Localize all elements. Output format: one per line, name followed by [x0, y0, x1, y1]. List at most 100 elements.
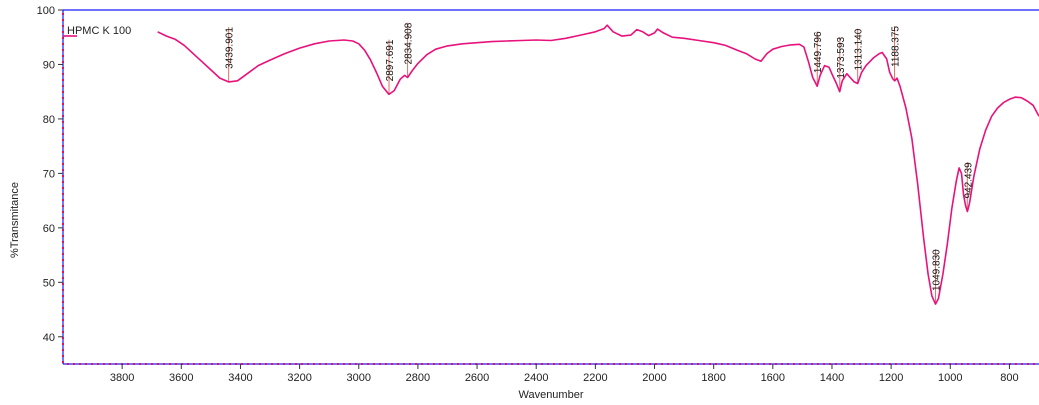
x-axis-dot [1021, 363, 1023, 365]
x-axis-dot [127, 363, 129, 365]
y-axis-dot [62, 109, 64, 111]
x-axis-dot [163, 363, 165, 365]
x-axis-dot [997, 363, 999, 365]
x-axis-dot [769, 363, 771, 365]
y-axis-dot [62, 331, 64, 333]
x-axis-dot [1027, 363, 1029, 365]
x-axis-dot [709, 363, 711, 365]
y-axis-dot [62, 175, 64, 177]
x-axis-dot [559, 363, 561, 365]
x-axis-dot [637, 363, 639, 365]
y-axis-dot [62, 187, 64, 189]
x-axis-dot [499, 363, 501, 365]
x-axis-dot [325, 363, 327, 365]
y-axis-dot [62, 283, 64, 285]
x-axis-dot [169, 363, 171, 365]
x-axis-dot [373, 363, 375, 365]
x-axis-dot [85, 363, 87, 365]
y-axis-dot [62, 241, 64, 243]
y-axis-dot [62, 361, 64, 363]
x-axis-dot [187, 363, 189, 365]
y-axis-dot [62, 73, 64, 75]
y-axis-dot [62, 157, 64, 159]
x-axis-dot [907, 363, 909, 365]
x-tick-label: 1600 [761, 372, 785, 384]
x-axis-dot [385, 363, 387, 365]
x-axis-dot [883, 363, 885, 365]
y-axis-dot [62, 247, 64, 249]
x-axis-dot [775, 363, 777, 365]
x-axis-dot [1003, 363, 1005, 365]
x-axis-dot [781, 363, 783, 365]
x-axis-dot [403, 363, 405, 365]
y-axis-dot [62, 193, 64, 195]
y-axis-dot [62, 355, 64, 357]
x-axis-dot [91, 363, 93, 365]
x-tick-label: 1400 [820, 372, 844, 384]
y-axis-dot [62, 49, 64, 51]
x-tick-label: 800 [1000, 372, 1018, 384]
x-axis-dot [217, 363, 219, 365]
peak-label: 1313.140 [854, 28, 865, 70]
peak-markers: 3439.901 2897.691 2834.908 1449.796 1373.593… [225, 22, 974, 305]
x-axis-dot [697, 363, 699, 365]
x-axis-dot [547, 363, 549, 365]
x-axis-dot [565, 363, 567, 365]
x-tick-label: 3800 [110, 372, 134, 384]
y-axis-dot [62, 133, 64, 135]
x-axis-dot [529, 363, 531, 365]
x-axis-dot [691, 363, 693, 365]
x-axis-label: Wavenumber [518, 389, 583, 401]
x-axis-dot [235, 363, 237, 365]
x-axis-dot [889, 363, 891, 365]
y-axis-dot [62, 139, 64, 141]
x-axis-dot [397, 363, 399, 365]
x-axis-dot [481, 363, 483, 365]
x-axis-dot [133, 363, 135, 365]
x-axis-dot [475, 363, 477, 365]
x-axis-dot [379, 363, 381, 365]
x-tick-label: 2800 [406, 372, 430, 384]
x-axis-dot [229, 363, 231, 365]
y-axis-dot [62, 295, 64, 297]
y-axis-dot [62, 115, 64, 117]
x-axis-dot [391, 363, 393, 365]
x-axis-dot [871, 363, 873, 365]
y-axis-dot [62, 349, 64, 351]
y-axis-dot [62, 319, 64, 321]
x-axis-dot [73, 363, 75, 365]
y-axis-dot [62, 43, 64, 45]
x-axis-dot [319, 363, 321, 365]
x-axis-dot [847, 363, 849, 365]
x-axis-dot [421, 363, 423, 365]
x-axis-dot [607, 363, 609, 365]
x-axis-dot [733, 363, 735, 365]
x-axis-dot [181, 363, 183, 365]
x-axis-dot [865, 363, 867, 365]
x-axis-dot [757, 363, 759, 365]
x-axis-dot [313, 363, 315, 365]
x-axis-dot [619, 363, 621, 365]
x-axis-dot [283, 363, 285, 365]
x-axis-dot [247, 363, 249, 365]
y-axis-dot [62, 301, 64, 303]
x-axis-dot [823, 363, 825, 365]
x-axis-dot [259, 363, 261, 365]
x-axis-dot [145, 363, 147, 365]
x-axis-dot [979, 363, 981, 365]
x-axis-dot [205, 363, 207, 365]
x-axis-dot [223, 363, 225, 365]
y-tick-label: 100 [37, 5, 55, 17]
x-axis-dot [439, 363, 441, 365]
x-axis-dot [667, 363, 669, 365]
y-axis-dot [62, 37, 64, 39]
x-axis-dot [139, 363, 141, 365]
x-axis-dot [919, 363, 921, 365]
x-axis-dot [469, 363, 471, 365]
peak-label: 3439.901 [225, 27, 236, 69]
peak-label: 1188.375 [891, 26, 902, 67]
peak-label: 942.439 [963, 162, 974, 199]
axis-ticks: 3800 3600 3400 3200 3000 2800 2600 2400 2200 2000… [37, 5, 1019, 384]
x-tick-label: 1200 [879, 372, 903, 384]
x-axis-dot [829, 363, 831, 365]
